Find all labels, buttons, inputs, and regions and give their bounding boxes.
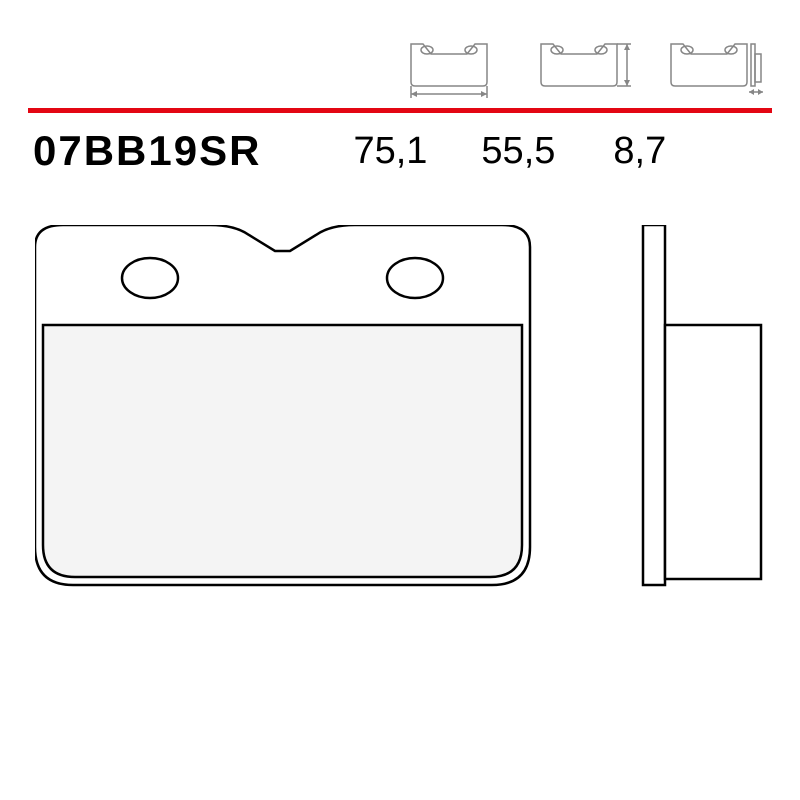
- pad-height-icon: [535, 38, 635, 105]
- dimension-width: 75,1: [353, 130, 427, 173]
- friction-pad: [43, 325, 522, 577]
- side-view: [643, 225, 761, 585]
- spec-row: 07BB19SR 75,1 55,5 8,7: [33, 126, 773, 176]
- part-number: 07BB19SR: [33, 127, 261, 175]
- pad-width-icon: [405, 38, 500, 105]
- header-divider: [28, 108, 772, 113]
- front-view: [35, 225, 530, 585]
- technical-drawing: { "part_number": "07BB19SR", "dimensions…: [0, 0, 800, 800]
- side-friction-pad: [665, 325, 761, 579]
- pad-thickness-icon: [665, 38, 765, 105]
- dimension-thickness: 8,7: [613, 130, 666, 173]
- mounting-hole-left: [122, 258, 178, 298]
- drawings: [35, 225, 770, 685]
- dimension-icons-row: [405, 38, 765, 98]
- side-backplate: [643, 225, 665, 585]
- dimension-height: 55,5: [481, 130, 555, 173]
- mounting-hole-right: [387, 258, 443, 298]
